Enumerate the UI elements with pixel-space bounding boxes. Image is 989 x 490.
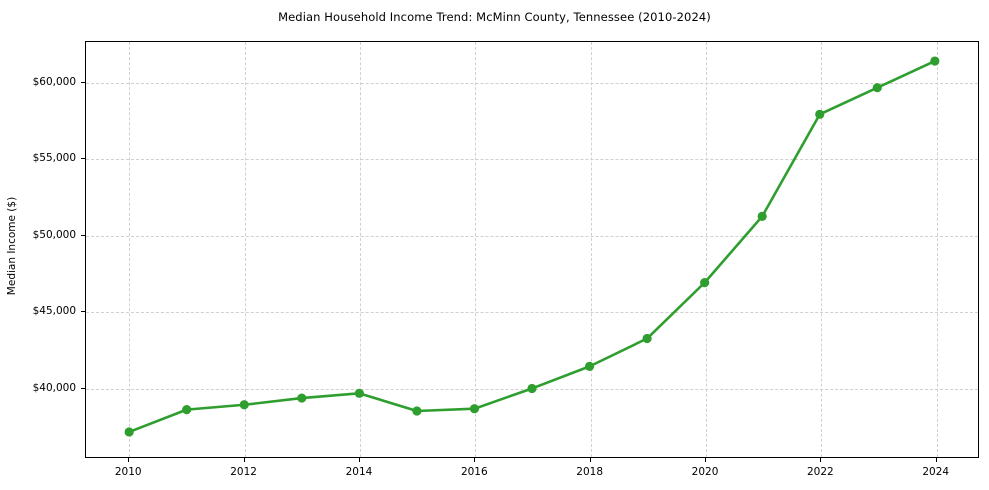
y-tick-label: $55,000 <box>32 152 76 165</box>
x-tick-mark <box>589 458 591 462</box>
x-tick-label: 2014 <box>345 466 373 478</box>
y-tick-mark <box>81 158 85 160</box>
x-tick-mark <box>243 458 245 462</box>
y-tick-mark <box>81 234 85 236</box>
gridline-horizontal <box>86 159 978 161</box>
y-tick-label: $40,000 <box>32 381 76 394</box>
y-axis-label: Median Income ($) <box>6 196 18 296</box>
x-tick-label: 2022 <box>807 466 834 478</box>
y-tick-label: $45,000 <box>32 305 76 318</box>
data-point-marker <box>584 361 595 371</box>
y-tick-label: $60,000 <box>32 75 76 88</box>
data-point-marker <box>757 211 767 221</box>
data-point-marker <box>239 400 249 410</box>
x-tick-label: 2010 <box>114 466 142 478</box>
gridline-vertical <box>475 42 477 457</box>
y-tick-mark <box>81 311 85 313</box>
gridline-vertical <box>244 42 246 457</box>
x-tick-label: 2020 <box>691 466 719 478</box>
x-tick-label: 2018 <box>576 466 604 478</box>
x-tick-mark <box>358 458 360 462</box>
line-series <box>124 56 940 437</box>
data-point-marker <box>469 404 480 414</box>
x-tick-mark <box>820 458 822 462</box>
data-point-marker <box>642 333 652 344</box>
gridline-horizontal <box>86 235 978 237</box>
gridline-vertical <box>359 42 361 457</box>
chart-title: Median Household Income Trend: McMinn Co… <box>278 10 711 24</box>
y-tick-label: $50,000 <box>32 228 76 241</box>
x-tick-label: 2024 <box>922 466 950 478</box>
data-point-marker <box>527 383 537 394</box>
data-point-marker <box>815 109 825 119</box>
plot-area <box>85 41 979 458</box>
data-point-marker <box>182 405 192 415</box>
gridline-vertical <box>129 42 131 457</box>
data-point-marker <box>872 83 882 93</box>
x-tick-mark <box>705 458 707 462</box>
data-point-marker <box>700 278 710 288</box>
y-tick-mark <box>81 387 85 389</box>
y-tick-mark <box>81 81 85 83</box>
gridline-horizontal <box>86 312 978 314</box>
gridline-vertical <box>706 42 708 457</box>
data-point-marker <box>297 393 307 403</box>
x-tick-label: 2016 <box>460 466 488 478</box>
gridline-horizontal <box>86 82 978 84</box>
data-point-marker <box>354 388 364 398</box>
x-tick-label: 2012 <box>230 466 257 478</box>
x-tick-mark <box>935 458 937 462</box>
x-tick-mark <box>128 458 130 462</box>
x-tick-mark <box>474 458 476 462</box>
gridline-vertical <box>590 42 592 457</box>
gridline-vertical <box>936 42 938 457</box>
data-point-marker <box>412 406 422 416</box>
data-point-marker <box>124 427 134 437</box>
data-point-marker <box>930 56 940 66</box>
gridline-vertical <box>821 42 823 457</box>
series-line <box>127 59 937 434</box>
